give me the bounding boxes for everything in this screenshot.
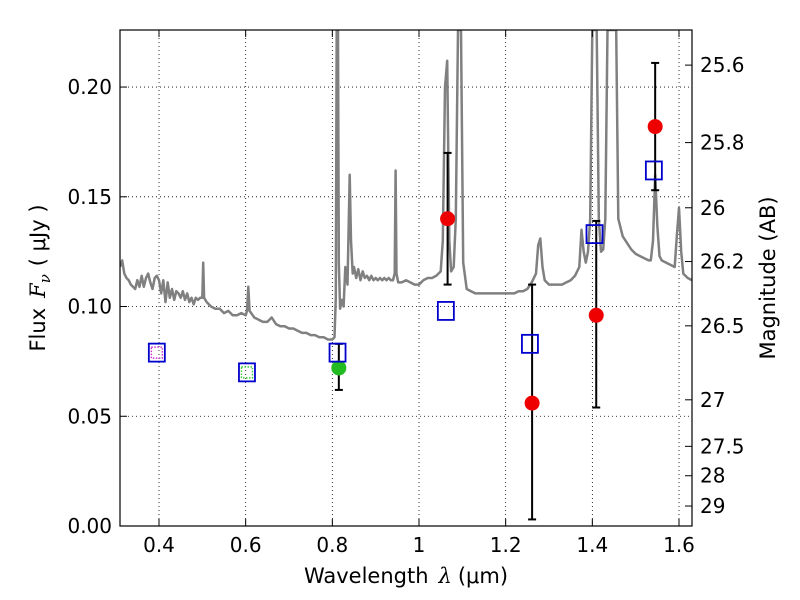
y-axis-label: FluxFν( μJy )	[26, 204, 54, 351]
model-flux-square	[328, 342, 347, 363]
model-flux-square	[521, 333, 539, 354]
y-axis-label-group: FluxFν( μJy )	[26, 204, 54, 351]
y-tick-label: 0.20	[67, 75, 112, 99]
y2-axis-label-group: Magnitude (AB)	[756, 196, 780, 359]
y2-tick-label: 25.8	[700, 131, 745, 155]
model-flux-square	[644, 160, 663, 181]
y2-tick-label: 26	[700, 196, 725, 220]
model-flux-square	[147, 342, 166, 363]
observed-flux-point	[440, 211, 456, 227]
y-tick-label: 0.10	[67, 295, 112, 319]
plot-area	[120, 30, 692, 341]
y2-tick-label: 27	[700, 388, 725, 412]
x-tick-label: 1	[413, 533, 426, 557]
y2-tick-label: 28	[700, 464, 725, 488]
observed-flux-point	[647, 119, 663, 135]
y2-tick-label: 26.5	[700, 314, 745, 338]
x-tick-label: 1.4	[576, 533, 608, 557]
y2-tick-label: 29	[700, 494, 725, 518]
observed-flux-point	[240, 366, 254, 379]
model-flux-square	[238, 362, 256, 383]
axis-ticks: 0.4 0.6 0.8 1 1.2 1.4 1.6 0.00 0.05 0.10 0.15 0.20 2…	[67, 30, 745, 557]
y2-axis-label: Magnitude (AB)	[756, 196, 780, 359]
x-tick-label: 0.4	[143, 533, 175, 557]
y-tick-label: 0.00	[67, 514, 112, 538]
x-tick-label: 1.6	[663, 533, 695, 557]
model-spectrum-line	[120, 30, 692, 341]
x-tick-label: 0.8	[316, 533, 348, 557]
x-axis-label: Wavelength λ (μm)	[304, 564, 508, 588]
model-flux-square	[585, 224, 604, 245]
data-markers	[147, 61, 663, 521]
observed-flux-point	[150, 346, 164, 359]
plot-frame	[119, 29, 693, 527]
y-tick-label: 0.05	[67, 404, 112, 428]
observed-flux-point	[524, 395, 540, 411]
y2-tick-label: 26.2	[700, 250, 745, 274]
model-flux-square	[436, 301, 455, 321]
observed-flux-point	[588, 307, 604, 323]
y2-tick-label: 27.5	[700, 434, 745, 458]
x-tick-label: 1.2	[490, 533, 522, 557]
y2-tick-label: 25.6	[700, 53, 745, 77]
y-tick-label: 0.15	[67, 185, 112, 209]
observed-flux-point	[331, 360, 347, 376]
x-tick-label: 0.6	[230, 533, 262, 557]
